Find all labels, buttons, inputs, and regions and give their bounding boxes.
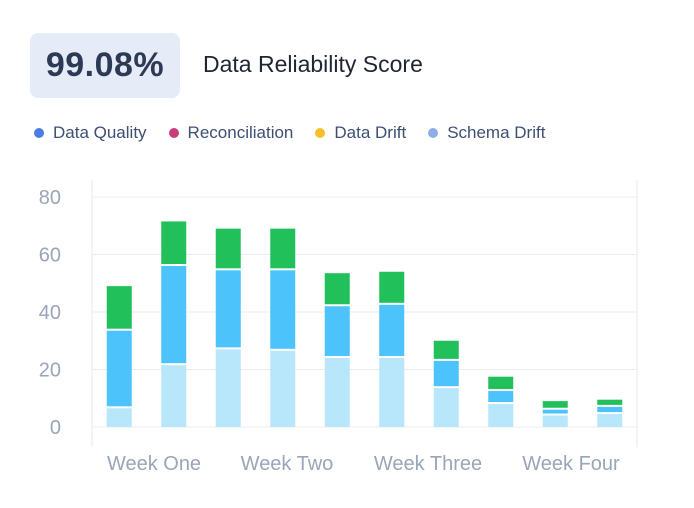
y-tick-label: 40 [39,302,61,324]
bar-segment [270,350,296,427]
chart-legend: Data Quality Reconciliation Data Drift S… [34,123,567,143]
bar-segment [161,266,187,364]
bar-segment [324,306,350,356]
bar-segment [597,414,623,427]
x-tick-label: Week Four [522,453,620,475]
bar-segment [106,286,132,329]
score-value: 99.08% [45,46,165,84]
bar-segment [542,415,568,427]
legend-item-reconciliation[interactable]: Reconciliation [168,123,294,143]
legend-label: Data Drift [334,123,407,142]
bar-segment [433,340,459,359]
legend-dot-icon [168,128,179,138]
legend-dot-icon [428,128,439,138]
bar-segment [542,409,568,414]
legend-label: Reconciliation [187,123,294,142]
legend-dot-icon [315,128,326,138]
legend-item-data-drift[interactable]: Data Drift [315,123,406,143]
score-title: Data Reliability Score [203,51,423,77]
bar-segment [161,365,187,427]
legend-item-data-quality[interactable]: Data Quality [34,123,147,143]
bar-segment [215,349,241,427]
legend-dot-icon [34,128,44,138]
bar-segment [542,401,568,408]
bar-segment [106,330,132,407]
bar-segment [215,228,241,269]
bar-segment [270,270,296,349]
legend-label: Data Quality [53,123,147,142]
bar-segment [433,388,459,427]
legend-item-schema-drift[interactable]: Schema Drift [428,123,545,143]
bar-segment [379,304,405,356]
x-tick-label: Week Three [374,453,482,475]
bar-segment [597,406,623,413]
bar-segment [379,358,405,427]
bar-segment [270,228,296,269]
y-tick-label: 20 [39,360,61,382]
bar-segment [433,360,459,387]
x-tick-label: Week Two [241,453,334,475]
y-tick-label: 0 [50,417,61,439]
bar-segment [324,273,350,305]
bar-segment [324,358,350,427]
x-tick-label: Week One [107,453,201,475]
bar-segment [215,270,241,348]
bar-segment [106,408,132,427]
bar-segment [488,376,514,390]
score-badge: 99.08% [30,33,180,98]
y-tick-label: 60 [39,245,61,267]
y-tick-label: 80 [39,187,61,209]
bar-segment [597,399,623,405]
bar-segment [488,404,514,427]
legend-label: Schema Drift [447,123,546,142]
bar-segment [488,391,514,402]
bar-segment [161,221,187,264]
bar-segment [379,271,405,303]
